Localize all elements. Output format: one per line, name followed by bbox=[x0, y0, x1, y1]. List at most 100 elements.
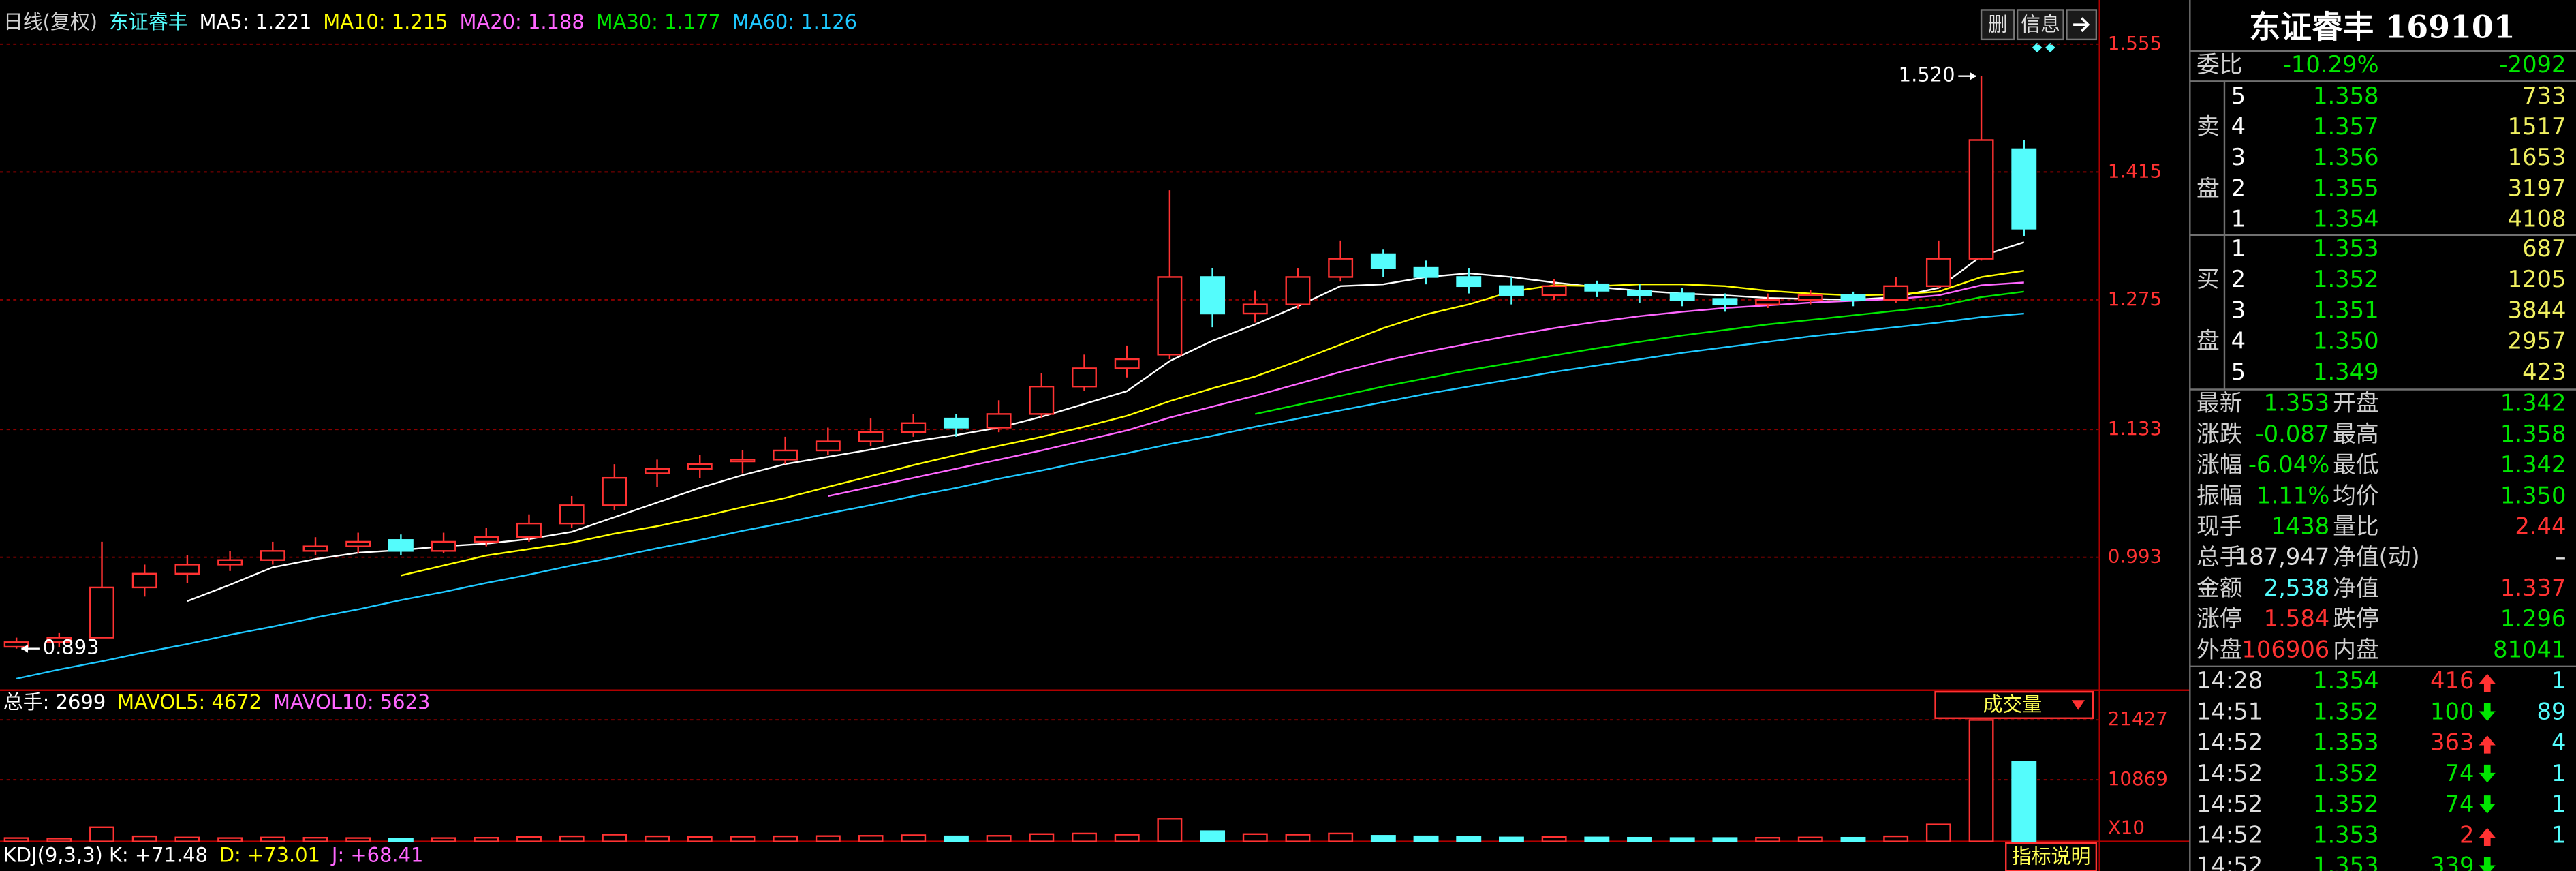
volume-bar bbox=[687, 836, 713, 842]
trade-volume: 2 bbox=[2459, 821, 2474, 848]
candle-body bbox=[1285, 276, 1311, 305]
volume-bar bbox=[89, 826, 114, 842]
stat-label: 跌停 bbox=[2333, 605, 2379, 632]
book-volume: 423 bbox=[2522, 358, 2566, 385]
y-tick-label: 1.133 bbox=[2108, 417, 2162, 440]
volume-bar bbox=[1627, 836, 1652, 842]
exit-icon bbox=[2073, 17, 2090, 33]
book-level: 5 bbox=[2231, 358, 2246, 385]
trade-price: 1.353 bbox=[2313, 852, 2379, 871]
stat-value: 1.11% bbox=[2256, 482, 2329, 508]
stat-value: 1.584 bbox=[2264, 605, 2330, 632]
button-label[interactable]: 信息 bbox=[2021, 12, 2060, 35]
candle-body bbox=[1840, 294, 1866, 301]
book-volume: 2957 bbox=[2508, 328, 2566, 354]
stat-label: 最新 bbox=[2197, 390, 2243, 416]
volume-bar bbox=[1541, 836, 1567, 842]
annotation-arrowhead bbox=[21, 644, 29, 653]
ma-line bbox=[16, 312, 2024, 680]
legend-entry: MA20: 1.188 bbox=[459, 10, 584, 33]
trade-volume: 339 bbox=[2430, 852, 2474, 871]
book-level: 2 bbox=[2231, 266, 2246, 292]
volume-bar bbox=[1755, 836, 1781, 842]
trade-volume: 100 bbox=[2430, 698, 2474, 724]
legend-entry: MAVOL10: 5623 bbox=[273, 690, 430, 714]
candle-body bbox=[1541, 285, 1567, 296]
volume-bar bbox=[1328, 832, 1354, 842]
candle-body bbox=[3, 641, 29, 648]
candle-body bbox=[559, 504, 585, 525]
stat-value: 81041 bbox=[2493, 636, 2566, 662]
indicator-legend: KDJ(9,3,3) K: +71.48 bbox=[3, 843, 208, 866]
trade-arrow bbox=[2479, 673, 2496, 692]
volume-bar bbox=[3, 837, 29, 842]
book-volume: 1653 bbox=[2508, 144, 2566, 170]
indicator-selector[interactable] bbox=[1934, 690, 2094, 719]
volume-bar bbox=[1498, 836, 1524, 842]
stat-value: 2,538 bbox=[2264, 575, 2330, 601]
trade-volume: 363 bbox=[2430, 729, 2474, 756]
volume-bar bbox=[559, 835, 585, 842]
y-tick-label: 21427 bbox=[2108, 707, 2168, 730]
candle-body bbox=[431, 540, 456, 552]
max-label: 1.520 bbox=[1899, 63, 1955, 87]
button[interactable] bbox=[2016, 9, 2064, 41]
book-level: 3 bbox=[2231, 144, 2246, 170]
book-volume: 1205 bbox=[2508, 266, 2566, 292]
volume-bar bbox=[46, 838, 72, 842]
button[interactable] bbox=[1980, 9, 2015, 41]
trade-count: 1 bbox=[2551, 760, 2566, 786]
candle-body bbox=[1968, 139, 1994, 260]
candle-body bbox=[1029, 385, 1055, 415]
help-button[interactable] bbox=[2005, 842, 2098, 871]
book-price: 1.350 bbox=[2313, 328, 2379, 354]
stat-value: 1.353 bbox=[2264, 390, 2330, 416]
volume-bar bbox=[1968, 719, 1994, 842]
legend-entry: MA60: 1.126 bbox=[732, 10, 857, 33]
selector-label[interactable]: 成交量 bbox=[1983, 693, 2043, 716]
candle-body bbox=[260, 550, 285, 561]
volume-bar bbox=[217, 837, 243, 842]
stat-label: 最低 bbox=[2333, 451, 2379, 478]
stat-label: 涨停 bbox=[2197, 605, 2243, 632]
book-price: 1.358 bbox=[2313, 82, 2379, 109]
button-label[interactable]: 删 bbox=[1988, 12, 2008, 35]
exit-button[interactable] bbox=[2066, 9, 2098, 41]
candle-body bbox=[645, 468, 670, 474]
ratio-pct: -10.29% bbox=[2283, 51, 2379, 78]
stat-value: 1.342 bbox=[2500, 451, 2566, 478]
volume-bar bbox=[516, 836, 542, 842]
volume-bar bbox=[1242, 833, 1268, 842]
stat-label: 外盘 bbox=[2197, 636, 2243, 662]
trade-time: 14:52 bbox=[2197, 760, 2263, 786]
candle-body bbox=[345, 540, 371, 547]
trade-price: 1.353 bbox=[2313, 821, 2379, 848]
trade-arrow bbox=[2479, 703, 2496, 721]
candle-body bbox=[1413, 266, 1439, 278]
help-label[interactable]: 指标说明 bbox=[2012, 845, 2091, 868]
legend-entry: MA30: 1.177 bbox=[596, 10, 721, 33]
candle-body bbox=[858, 431, 884, 442]
volume-bar bbox=[174, 836, 200, 842]
trade-arrow bbox=[2479, 795, 2496, 814]
stat-value: 1.342 bbox=[2500, 390, 2566, 416]
book-volume: 3197 bbox=[2508, 174, 2566, 201]
stat-label: 现手 bbox=[2197, 513, 2243, 540]
volume-bar bbox=[474, 836, 499, 842]
dropdown-icon bbox=[2071, 700, 2085, 710]
legend-entry: MA10: 1.215 bbox=[323, 10, 448, 33]
book-level: 3 bbox=[2231, 296, 2246, 323]
candle-body bbox=[1157, 276, 1183, 356]
candle-body bbox=[1755, 299, 1781, 305]
book-level: 1 bbox=[2231, 235, 2246, 262]
min-label: 0.893 bbox=[43, 636, 99, 659]
volume-bar bbox=[1712, 837, 1738, 842]
candle-body bbox=[687, 463, 713, 470]
period-label: 日线(复权) bbox=[3, 10, 97, 33]
book-price: 1.352 bbox=[2313, 266, 2379, 292]
trade-time: 14:51 bbox=[2197, 698, 2263, 724]
book-level: 1 bbox=[2231, 206, 2246, 232]
candle-body bbox=[986, 413, 1012, 429]
trade-volume: 416 bbox=[2430, 667, 2474, 694]
